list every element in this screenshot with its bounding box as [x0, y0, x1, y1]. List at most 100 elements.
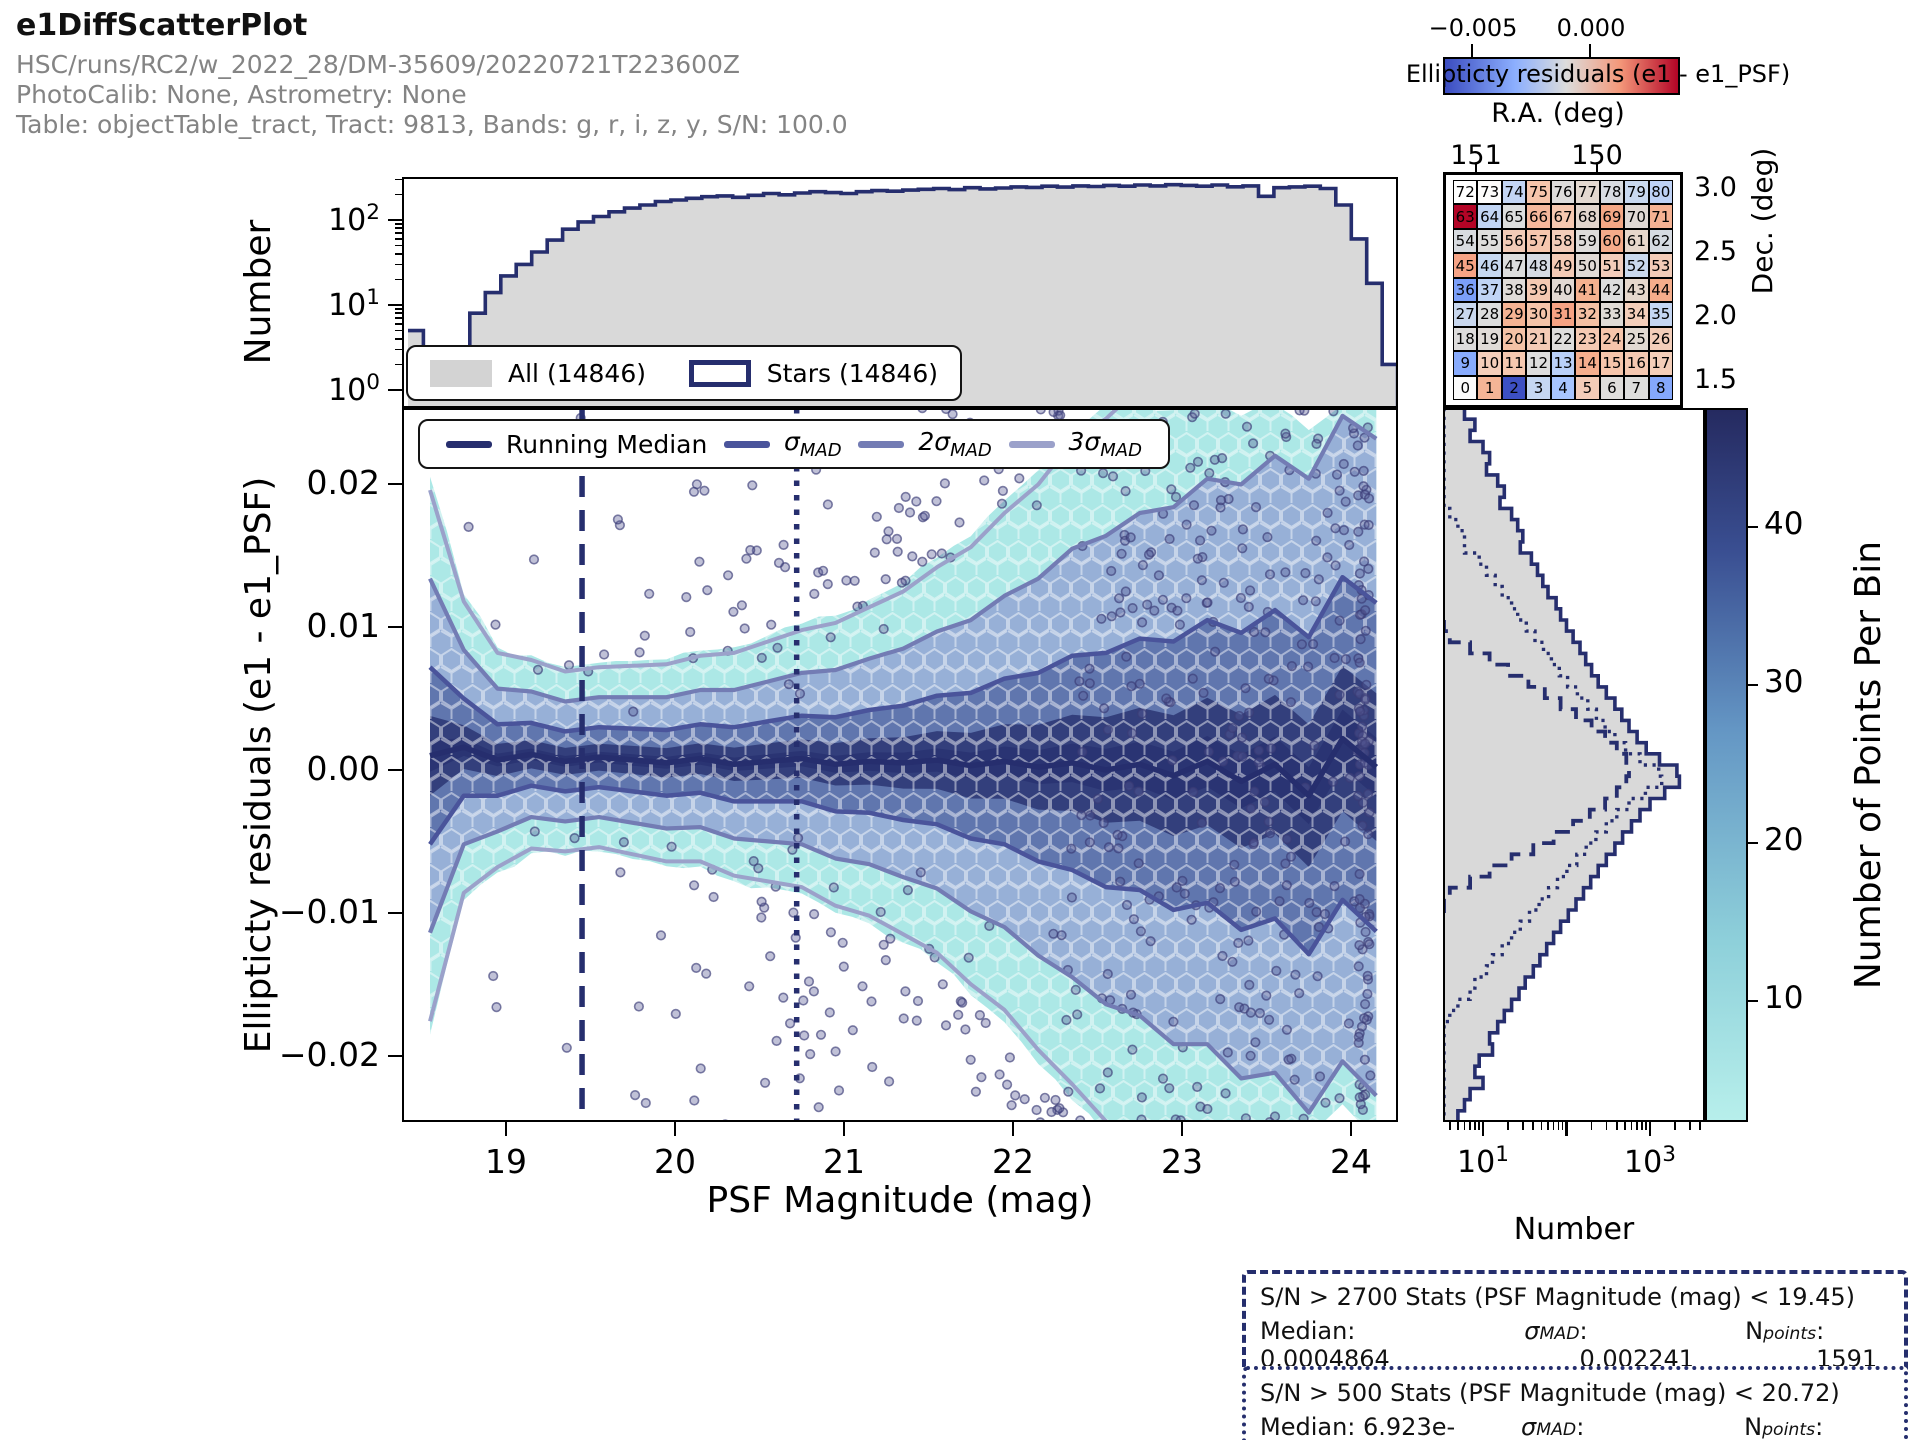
legend-item-2sigma-mad: 2σMAD	[858, 427, 992, 461]
tick-label: 103	[1624, 1142, 1676, 1180]
heatmap-cell: 32	[1575, 302, 1600, 327]
heatmap-cell: 47	[1501, 253, 1527, 278]
tick-mark	[395, 238, 402, 240]
top-hist-axes	[402, 177, 1398, 408]
heatmap-cell: 38	[1501, 277, 1527, 303]
heatmap-cell: 28	[1477, 302, 1502, 327]
tick-mark	[395, 317, 402, 319]
heatmap-cell: 65	[1501, 204, 1527, 229]
heatmap-cell: 8	[1648, 375, 1673, 400]
tick-label: 23	[1161, 1142, 1203, 1181]
tick-mark	[1547, 1122, 1549, 1130]
tick-label: 102	[328, 200, 380, 238]
tick-mark	[1011, 1122, 1015, 1136]
geo-ra-tickmark	[1475, 164, 1477, 172]
heatmap-cell: 34	[1624, 302, 1649, 327]
tick-mark	[1448, 1122, 1451, 1130]
tick-mark	[395, 193, 402, 196]
tick-mark	[1532, 1122, 1535, 1130]
heatmap-cell: 50	[1575, 253, 1600, 278]
heatmap-cell: 7	[1624, 375, 1649, 400]
geo-dec-tick: 2.0	[1694, 300, 1737, 331]
stats-title: S/N > 500 Stats (PSF Magnitude (mag) < 2…	[1260, 1379, 1840, 1407]
heatmap-cell: 60	[1599, 228, 1625, 254]
density-colorbar	[1705, 408, 1748, 1122]
tick-mark	[1615, 1122, 1618, 1130]
heatmap-cell: 26	[1648, 326, 1673, 352]
heatmap-cell: 56	[1501, 228, 1527, 254]
legend-label: 3σMAD	[1068, 427, 1142, 461]
tick-mark	[1478, 1122, 1480, 1130]
tick-mark	[388, 303, 402, 307]
heatmap-cell: 57	[1526, 228, 1551, 254]
tick-label: 0.00	[306, 749, 380, 788]
tick-mark	[1590, 1122, 1593, 1130]
legend-item-all: All (14846)	[430, 359, 646, 388]
tick-mark	[395, 263, 402, 266]
heatmap-cell: 13	[1550, 351, 1576, 376]
legend-item-3sigma-mad: 3σMAD	[1008, 427, 1142, 461]
heatmap-cell: 37	[1477, 277, 1502, 303]
tick-mark	[1748, 683, 1758, 687]
heatmap-cell: 11	[1501, 351, 1527, 376]
geo-dec-tick: 3.0	[1694, 172, 1737, 203]
geo-colorbar-title: Ellipticty residuals (e1 - e1_PSF)	[1405, 60, 1791, 88]
tick-mark	[1636, 1122, 1638, 1130]
tick-mark	[1540, 1122, 1543, 1130]
tick-mark	[1630, 1122, 1633, 1130]
heatmap-cell: 49	[1550, 253, 1576, 278]
heatmap-cell: 44	[1648, 277, 1673, 303]
heatmap-cell: 73	[1477, 180, 1502, 205]
all-swatch	[430, 359, 492, 387]
heatmap-cell: 39	[1526, 277, 1551, 303]
heatmap-cell: 52	[1624, 253, 1649, 278]
tick-label: 101	[328, 285, 380, 323]
heatmap-cell: 75	[1526, 180, 1551, 205]
tick-mark	[1349, 1122, 1353, 1136]
page-title: e1DiffScatterPlot	[16, 8, 308, 43]
tick-mark	[395, 223, 402, 225]
geo-colorbar-tickmark	[1471, 44, 1474, 57]
tick-mark	[388, 768, 402, 772]
tick-mark	[1180, 1122, 1184, 1136]
tick-mark	[1474, 1122, 1476, 1130]
heatmap-cell: 61	[1624, 228, 1649, 254]
tick-mark	[1699, 1122, 1702, 1130]
tick-mark	[395, 323, 402, 325]
tick-mark	[388, 388, 402, 392]
heatmap-cell: 40	[1550, 277, 1576, 303]
tick-label: −0.02	[278, 1034, 380, 1074]
legend-label: Running Median	[506, 429, 708, 459]
tick-mark	[395, 312, 402, 315]
three-sigma-mad-swatch	[1008, 440, 1055, 448]
heatmap-cell: 17	[1648, 351, 1673, 376]
heatmap-cell: 67	[1550, 204, 1576, 229]
tick-mark	[1507, 1122, 1509, 1130]
geo-dec-tick: 2.5	[1694, 236, 1737, 267]
geo-dec-tick: 1.5	[1694, 364, 1737, 395]
heatmap-cell: 23	[1575, 326, 1600, 352]
geo-ra-tickmark	[1596, 164, 1598, 172]
geo-colorbar-tickmark	[1589, 44, 1592, 57]
tick-label: −0.01	[278, 891, 380, 931]
tick-label: 21	[823, 1142, 865, 1181]
tick-mark	[1552, 1122, 1555, 1130]
tick-mark	[395, 329, 402, 332]
heatmap-cell: 16	[1624, 351, 1649, 376]
tick-mark	[395, 308, 402, 310]
tick-label: 30	[1764, 664, 1804, 700]
heatmap-cell: 78	[1599, 180, 1625, 205]
tick-mark	[1748, 525, 1758, 529]
stats-title: S/N > 2700 Stats (PSF Magnitude (mag) < …	[1260, 1283, 1856, 1311]
heatmap-cell: 9	[1453, 351, 1478, 376]
heatmap-cell: 4	[1550, 375, 1576, 400]
legend-item-running-median: Running Median	[446, 430, 707, 459]
tick-label: 10	[1764, 980, 1804, 1016]
heatmap-cell: 14	[1575, 351, 1600, 376]
tick-label: 101	[1457, 1142, 1509, 1180]
geo-heatmap: 72 73 74 75 76 77 78 79 80 63 64 65 66 67 68 69 70 71 54 55…	[1453, 180, 1673, 400]
tick-mark	[1469, 1122, 1471, 1130]
tick-mark	[1674, 1122, 1676, 1130]
